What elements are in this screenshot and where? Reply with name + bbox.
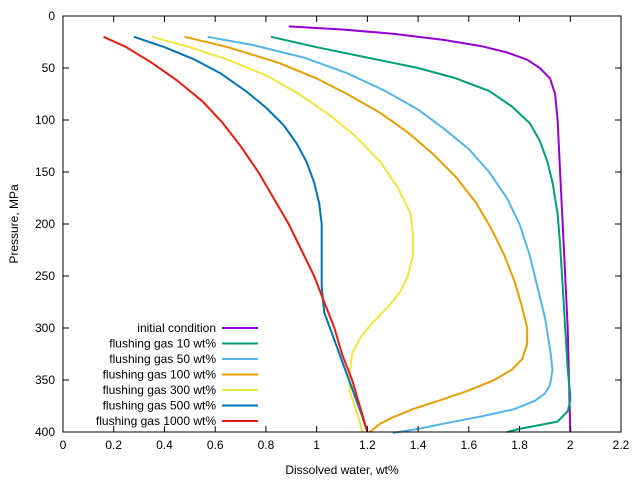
- x-axis-title: Dissolved water, wt%: [285, 463, 399, 477]
- y-tick-label: 150: [35, 165, 55, 179]
- legend-label: flushing gas 100 wt%: [103, 368, 217, 382]
- legend-label: flushing gas 10 wt%: [109, 337, 216, 351]
- x-tick-label: 0.6: [207, 438, 224, 452]
- x-tick-label: 2.2: [613, 438, 630, 452]
- x-tick-label: 2: [567, 438, 574, 452]
- legend-label: flushing gas 50 wt%: [109, 352, 216, 366]
- legend-label: flushing gas 300 wt%: [103, 383, 217, 397]
- y-tick-label: 0: [48, 9, 55, 23]
- x-tick-label: 1.6: [460, 438, 477, 452]
- x-tick-label: 1.2: [359, 438, 376, 452]
- y-tick-label: 100: [35, 113, 55, 127]
- series-line-flushing-gas-10-wt-: [270, 35, 572, 433]
- y-axis-title: Pressure, MPa: [7, 184, 21, 264]
- x-tick-label: 0: [60, 438, 67, 452]
- x-tick-label: 0.8: [258, 438, 275, 452]
- series-line-flushing-gas-50-wt-: [207, 35, 554, 434]
- series-line-flushing-gas-1000-wt-: [103, 35, 369, 433]
- ticks-layer: 0 0.2 0.4 0.6 0.8 1 1.2 1.4 1.6 1.8 2 2.2 0 50 100 150 2…: [35, 9, 630, 452]
- x-tick-label: 0.2: [105, 438, 122, 452]
- series-line-flushing-gas-100-wt-: [184, 35, 529, 433]
- y-tick-label: 200: [35, 217, 55, 231]
- legend-label: flushing gas 1000 wt%: [96, 414, 216, 428]
- y-tick-label: 400: [35, 425, 55, 439]
- y-tick-label: 250: [35, 269, 55, 283]
- x-tick-label: 1.4: [410, 438, 427, 452]
- x-tick-label: 0.4: [156, 438, 173, 452]
- series-line-flushing-gas-500-wt-: [133, 35, 369, 433]
- y-tick-label: 350: [35, 373, 55, 387]
- x-tick-label: 1: [313, 438, 320, 452]
- legend-label: flushing gas 500 wt%: [103, 399, 217, 413]
- x-tick-label: 1.8: [511, 438, 528, 452]
- y-tick-label: 300: [35, 321, 55, 335]
- legend-label: initial condition: [137, 321, 216, 335]
- series-layer: [103, 25, 572, 434]
- series-line-initial-condition: [288, 25, 572, 433]
- y-tick-label: 50: [42, 61, 56, 75]
